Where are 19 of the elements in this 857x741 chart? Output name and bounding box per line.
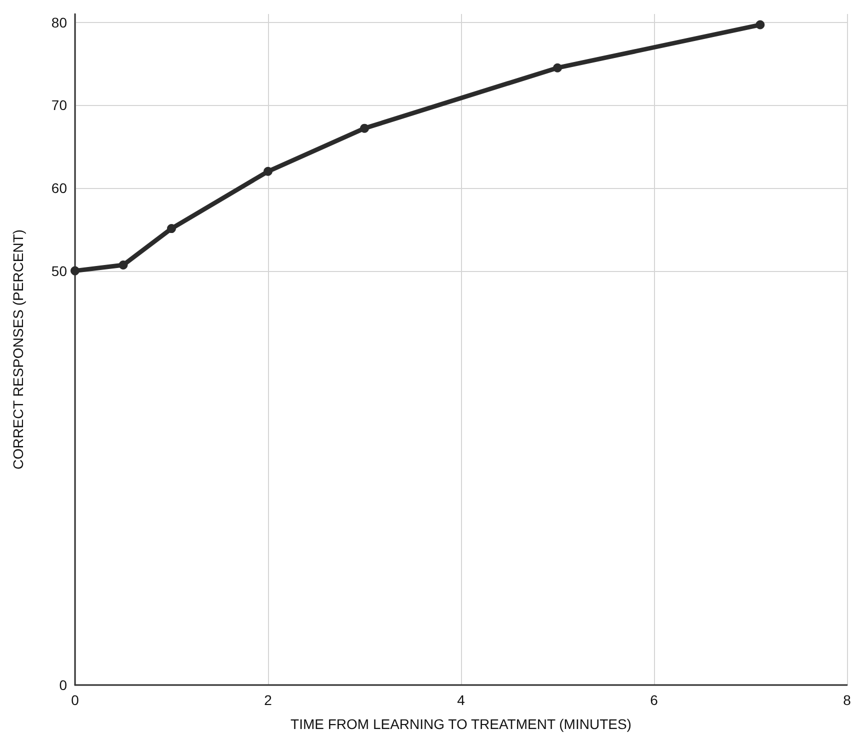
x-tick-label: 4 [457,692,466,708]
point [167,224,176,234]
y-axis-title: CORRECT RESPONSES (PERCENT) [10,229,26,470]
point [264,166,272,176]
y-tick-label: 80 [51,14,68,30]
y-tick-label: 60 [51,180,68,196]
point [553,63,562,72]
x-axis-title: TIME FROM LEARNING TO TREATMENT (MINUTES) [290,716,632,732]
x-tick-label: 0 [71,692,80,708]
x-tick-label: 6 [650,692,658,708]
x-tick-label: 2 [264,692,272,708]
point [756,20,765,30]
y-tick-label: 0 [59,677,68,693]
point [70,266,80,276]
y-tick-label: 70 [51,97,68,114]
y-tick-label: 50 [51,262,68,279]
x-tick-label: 8 [843,692,852,708]
point [118,260,128,270]
point [360,124,369,133]
